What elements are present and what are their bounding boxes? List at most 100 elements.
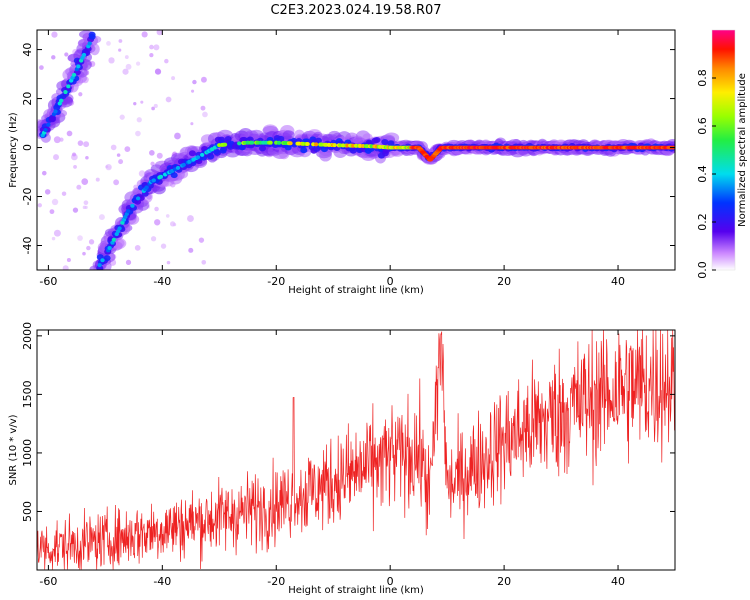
colorbar-tick-label: 0.0 — [696, 261, 709, 279]
spectrogram-core-mark — [135, 196, 141, 201]
x-tick-label: 40 — [611, 275, 625, 288]
spectrogram-core-mark — [195, 155, 201, 160]
spectrogram-x-ticks: -60 -40 -20 0 20 40 — [39, 30, 625, 288]
spectrogram-noise-mark — [106, 41, 111, 46]
spectrogram-noise-mark — [113, 179, 120, 186]
spectrogram-noise-mark — [174, 132, 181, 140]
spectrogram-noise-mark — [135, 61, 141, 66]
spectrogram-core-mark — [237, 141, 242, 146]
spectrogram-body-mark — [219, 147, 227, 154]
spectrogram-noise-mark — [124, 146, 131, 152]
spectrogram-noise-mark — [118, 39, 123, 43]
snr-panel: -60 -40 -20 0 20 40 500 1000 1500 2000 Height of… — [8, 322, 676, 596]
spectrogram-x-label: Height of straight line (km) — [288, 285, 424, 296]
spectrogram-core-mark — [53, 109, 58, 114]
spectrogram-body-mark — [48, 116, 56, 123]
spectrogram-noise-mark — [49, 209, 55, 215]
spectrogram-body-mark — [238, 144, 246, 151]
colorbar-label: Normalized spectral amplitude — [737, 73, 748, 227]
snr-x-ticks: -60 -40 -20 0 20 40 — [39, 330, 625, 588]
spectrogram-noise-mark — [165, 96, 172, 103]
spectrogram-noise-mark — [164, 58, 169, 64]
spectrogram-noise-mark — [150, 161, 155, 166]
spectrogram-noise-mark — [138, 170, 146, 177]
spectrogram-noise-mark — [82, 251, 86, 256]
spectrogram-core-mark — [71, 72, 77, 77]
spectrogram-noise-mark — [154, 68, 162, 75]
spectrogram-noise-mark — [150, 236, 157, 242]
spectrogram-noise-mark — [107, 165, 111, 170]
spectrogram-core-mark — [100, 258, 105, 263]
x-tick-label: -60 — [39, 575, 57, 588]
y-tick-label: 1500 — [21, 380, 34, 408]
spectrogram-noise-mark — [118, 159, 124, 165]
spectrogram-body-mark — [300, 147, 308, 154]
spectrogram-core-mark — [249, 140, 255, 145]
spectrogram-core-mark — [81, 52, 87, 57]
spectrogram-halo-mark — [282, 130, 295, 140]
spectrogram-noise-mark — [72, 152, 76, 157]
spectrogram-noise-mark — [78, 92, 83, 97]
x-tick-label: 20 — [497, 275, 511, 288]
spectrogram-noise-mark — [125, 259, 132, 266]
snr-series-line — [37, 330, 675, 570]
spectrogram-noise-mark — [72, 207, 79, 213]
colorbar-tick-label: 0.2 — [696, 213, 709, 231]
spectrogram-noise-mark — [190, 122, 194, 126]
spectrogram-core-mark — [175, 165, 181, 170]
spectrogram-noise-mark — [83, 200, 89, 205]
y-tick-label: 500 — [21, 501, 34, 522]
snr-frame — [36, 329, 676, 571]
spectrogram-body-mark — [170, 172, 178, 179]
spectrogram-core-mark — [117, 226, 122, 231]
colorbar-ticks: 0.0 0.2 0.4 0.6 0.8 — [696, 69, 716, 279]
spectrogram-core-mark — [288, 141, 293, 146]
x-tick-label: 20 — [497, 575, 511, 588]
colorbar-gradient — [712, 30, 735, 270]
spectrogram-noise-mark — [118, 48, 122, 52]
spectrogram-noise-mark — [61, 191, 67, 196]
spectrogram-noise-mark — [134, 245, 141, 251]
spectrogram-noise-mark — [110, 144, 117, 151]
spectrogram-noise-mark — [88, 239, 95, 245]
spectrogram-y-ticks: -40 -20 0 20 40 — [21, 43, 675, 255]
spectrogram-noise-mark — [160, 243, 167, 249]
x-tick-label: -40 — [153, 575, 171, 588]
spectrogram-noise-mark — [125, 63, 132, 70]
spectrogram-core-mark — [63, 90, 68, 95]
spectrogram-body-mark — [88, 33, 96, 40]
spectrogram-halo-mark — [89, 43, 100, 56]
spectrogram-noise-mark — [73, 165, 77, 169]
y-tick-label: -40 — [21, 237, 34, 255]
spectrogram-body-mark — [381, 138, 389, 145]
spectrogram-core-mark — [130, 203, 135, 208]
spectrogram-noise-mark — [82, 205, 87, 210]
y-tick-label: 20 — [21, 92, 34, 106]
spectrogram-noise-mark — [66, 130, 73, 137]
spectrogram-noise-mark — [149, 53, 154, 58]
spectrogram-noise-mark — [81, 178, 89, 185]
x-tick-label: -20 — [267, 575, 285, 588]
spectrogram-core-mark — [313, 142, 319, 147]
spectrogram-core-mark — [332, 143, 337, 148]
spectrogram-core-mark — [181, 162, 186, 167]
spectrogram-core-mark — [305, 142, 310, 146]
spectrogram-body-mark — [103, 255, 111, 262]
spectrogram-core-mark — [222, 142, 228, 147]
spectrogram-core-mark — [199, 152, 205, 157]
colorbar: 0.0 0.2 0.4 0.6 0.8 Normalized spectral ampl… — [696, 29, 748, 279]
spectrogram-noise-mark — [41, 170, 47, 176]
spectrogram-noise-mark — [66, 257, 71, 262]
spectrogram-core-mark — [111, 237, 117, 242]
spectrogram-noise-mark — [166, 260, 171, 265]
y-tick-label: 1000 — [21, 439, 34, 467]
spectrogram-noise-mark — [133, 101, 137, 106]
x-tick-label: -40 — [153, 275, 171, 288]
spectrogram-noise-mark — [141, 31, 148, 38]
snr-y-label: SNR (10 * v/v) — [8, 414, 19, 485]
spectrogram-body-mark — [224, 136, 232, 143]
y-tick-label: 0 — [21, 144, 34, 151]
spectrogram-noise-mark — [53, 136, 61, 144]
spectrogram-body-mark — [212, 148, 220, 155]
